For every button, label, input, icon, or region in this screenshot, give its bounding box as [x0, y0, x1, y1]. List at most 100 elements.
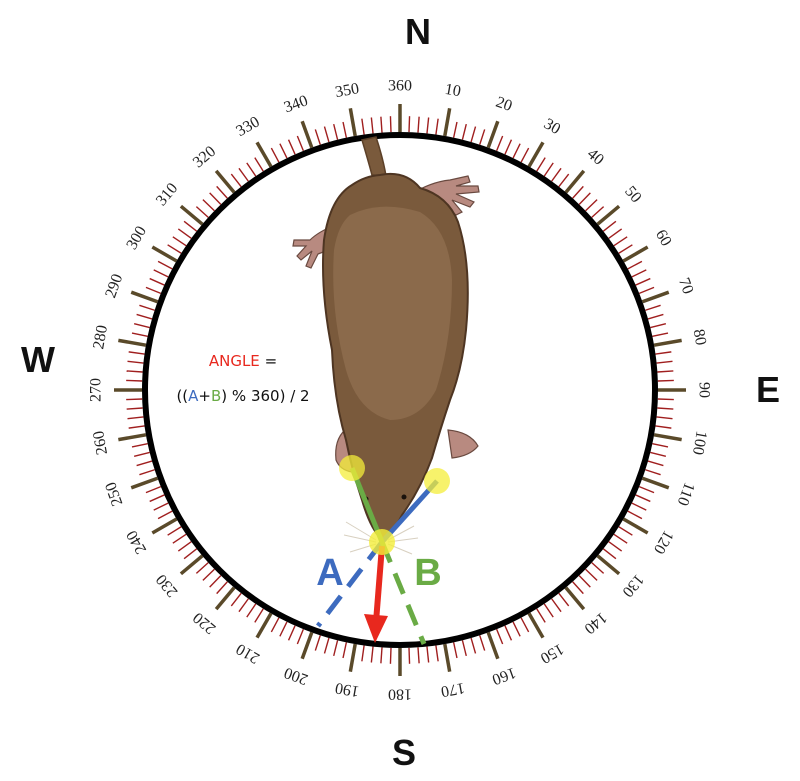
- minor-tick: [246, 603, 257, 618]
- minor-tick: [323, 126, 330, 143]
- compass-ticks: [114, 104, 686, 676]
- minor-tick: [635, 494, 651, 503]
- degree-label: 350: [334, 80, 361, 101]
- minor-tick: [572, 581, 584, 595]
- formula-b: B: [211, 387, 221, 405]
- minor-tick: [153, 269, 169, 278]
- minor-tick: [133, 451, 150, 457]
- minor-tick: [172, 533, 187, 544]
- minor-tick: [591, 562, 605, 574]
- minor-tick: [426, 646, 430, 663]
- minor-tick: [417, 647, 420, 664]
- minor-tick: [504, 139, 513, 155]
- minor-tick: [452, 642, 458, 659]
- marker-left-ear: [339, 455, 365, 481]
- degree-label: 10: [443, 81, 462, 101]
- minor-tick: [631, 502, 647, 511]
- minor-tick: [608, 541, 623, 552]
- major-tick: [564, 586, 586, 611]
- degree-label: 180: [388, 686, 412, 703]
- mole-front-paw-right: [447, 429, 479, 459]
- minor-tick: [627, 510, 643, 520]
- minor-tick: [314, 129, 321, 145]
- minor-tick: [128, 351, 145, 355]
- minor-tick: [149, 494, 165, 503]
- minor-tick: [254, 608, 264, 623]
- major-tick: [179, 554, 204, 576]
- minor-tick: [647, 313, 664, 320]
- mole-eye-right: [401, 494, 407, 500]
- degree-label: 150: [537, 640, 566, 667]
- minor-tick: [238, 598, 249, 613]
- major-tick: [151, 245, 178, 263]
- minor-tick: [126, 398, 143, 401]
- minor-tick: [370, 646, 374, 663]
- mole-tail: [361, 136, 387, 177]
- minor-tick: [167, 526, 182, 536]
- minor-tick: [216, 581, 228, 595]
- minor-tick: [287, 139, 296, 155]
- minor-tick: [136, 460, 153, 467]
- minor-tick: [635, 277, 651, 286]
- vector-a: [316, 479, 439, 628]
- minor-tick: [333, 123, 339, 140]
- minor-tick: [520, 147, 530, 163]
- minor-tick: [183, 220, 198, 232]
- vector-b: [349, 467, 427, 645]
- minor-tick: [572, 185, 584, 199]
- degree-label: 90: [696, 382, 713, 398]
- minor-tick: [209, 575, 222, 588]
- major-tick: [443, 643, 452, 672]
- minor-tick: [631, 269, 647, 278]
- minor-tick: [128, 425, 145, 429]
- minor-tick: [202, 199, 215, 212]
- formula-a: A: [188, 387, 199, 405]
- minor-tick: [389, 647, 392, 664]
- minor-tick: [216, 185, 228, 199]
- minor-tick: [479, 635, 486, 651]
- degree-label: 190: [334, 679, 361, 700]
- minor-tick: [435, 645, 439, 662]
- minor-tick: [153, 502, 169, 511]
- major-tick: [214, 586, 236, 611]
- degree-label: 310: [153, 180, 181, 209]
- minor-tick: [551, 167, 562, 182]
- major-tick: [130, 476, 159, 490]
- minor-tick: [157, 260, 173, 270]
- major-tick: [564, 169, 586, 194]
- degree-label: 280: [90, 324, 111, 351]
- minor-tick: [558, 592, 570, 607]
- compass-ring: [142, 132, 658, 648]
- marker-snout: [369, 529, 395, 555]
- minor-tick: [195, 562, 209, 574]
- heading-arrow: [364, 545, 388, 643]
- minor-tick: [585, 199, 598, 212]
- minor-tick: [618, 244, 633, 254]
- minor-tick: [417, 116, 420, 133]
- formula-angle-word: ANGLE: [209, 352, 260, 370]
- minor-tick: [657, 379, 674, 382]
- major-tick: [622, 245, 649, 263]
- major-tick: [527, 141, 545, 168]
- north-label: N: [405, 11, 431, 52]
- degree-label: 300: [123, 223, 150, 252]
- minor-tick: [230, 173, 242, 188]
- minor-tick: [479, 129, 486, 145]
- major-tick: [255, 141, 273, 168]
- degree-label: 220: [190, 609, 219, 637]
- major-tick: [486, 631, 500, 660]
- minor-tick: [520, 617, 530, 633]
- formula-equals: =: [260, 352, 277, 370]
- east-label: E: [756, 369, 780, 410]
- minor-tick: [195, 206, 209, 218]
- minor-tick: [657, 398, 674, 401]
- minor-tick: [655, 351, 672, 355]
- major-tick: [214, 169, 236, 194]
- major-tick: [300, 120, 314, 149]
- degree-label: 320: [190, 143, 219, 171]
- minor-tick: [167, 244, 182, 254]
- degree-label: 40: [584, 145, 607, 168]
- minor-tick: [279, 621, 288, 637]
- degree-label: 240: [123, 527, 150, 556]
- major-tick: [443, 108, 452, 137]
